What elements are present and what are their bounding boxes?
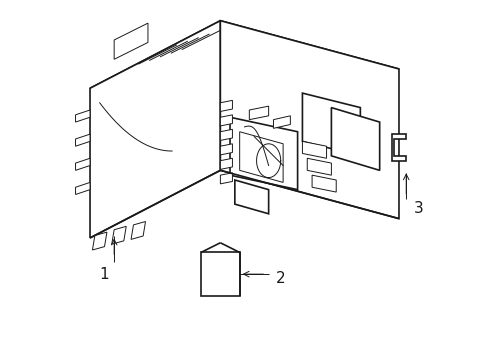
Polygon shape [229,117,297,190]
Polygon shape [112,226,126,244]
Polygon shape [273,116,290,129]
Polygon shape [220,158,232,169]
Polygon shape [75,110,90,122]
Polygon shape [331,108,379,170]
Polygon shape [306,158,331,175]
Text: 3: 3 [412,202,422,216]
Text: 2: 2 [275,271,285,287]
Polygon shape [90,21,220,238]
Polygon shape [302,93,360,156]
Polygon shape [302,141,326,158]
Polygon shape [220,144,232,155]
Polygon shape [220,173,232,184]
Polygon shape [220,129,232,140]
Polygon shape [249,106,268,120]
Polygon shape [311,175,336,192]
Polygon shape [234,180,268,214]
Polygon shape [201,252,239,296]
Polygon shape [75,183,90,194]
Polygon shape [239,132,283,183]
Text: 1: 1 [100,267,109,282]
Polygon shape [75,158,90,170]
Polygon shape [114,23,148,59]
Polygon shape [75,134,90,146]
Polygon shape [391,134,406,161]
Polygon shape [131,221,145,239]
Polygon shape [220,115,232,126]
Polygon shape [220,100,232,112]
Polygon shape [220,21,398,219]
Polygon shape [90,21,398,136]
Polygon shape [92,232,107,250]
